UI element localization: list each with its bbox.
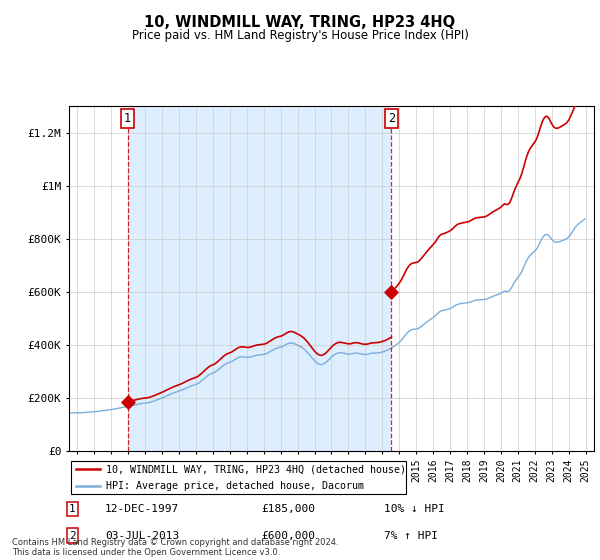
Text: 12-DEC-1997: 12-DEC-1997 (105, 504, 179, 514)
Text: HPI: Average price, detached house, Dacorum: HPI: Average price, detached house, Daco… (106, 481, 364, 491)
Text: 1: 1 (69, 504, 76, 514)
Text: 2: 2 (69, 531, 76, 541)
Text: 2: 2 (388, 111, 395, 124)
Text: 7% ↑ HPI: 7% ↑ HPI (384, 531, 438, 541)
Text: Contains HM Land Registry data © Crown copyright and database right 2024.
This d: Contains HM Land Registry data © Crown c… (12, 538, 338, 557)
Text: 1: 1 (124, 111, 131, 124)
Text: 10, WINDMILL WAY, TRING, HP23 4HQ: 10, WINDMILL WAY, TRING, HP23 4HQ (145, 15, 455, 30)
Text: Price paid vs. HM Land Registry's House Price Index (HPI): Price paid vs. HM Land Registry's House … (131, 29, 469, 42)
Text: 03-JUL-2013: 03-JUL-2013 (105, 531, 179, 541)
FancyBboxPatch shape (71, 461, 406, 494)
Point (123, 397, 133, 406)
Text: £185,000: £185,000 (261, 504, 315, 514)
Bar (128, 106, 391, 451)
Text: £600,000: £600,000 (261, 531, 315, 541)
Point (386, 287, 396, 296)
Text: 10% ↓ HPI: 10% ↓ HPI (384, 504, 445, 514)
Text: 10, WINDMILL WAY, TRING, HP23 4HQ (detached house): 10, WINDMILL WAY, TRING, HP23 4HQ (detac… (106, 464, 406, 474)
